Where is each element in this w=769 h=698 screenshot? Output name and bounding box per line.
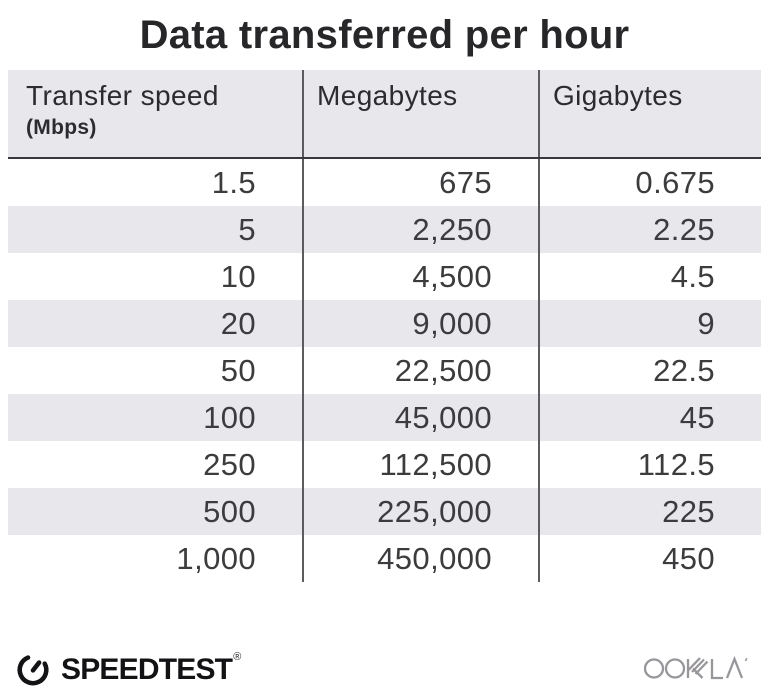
table-row: 50 22,500 22.5 <box>8 347 761 394</box>
cell-speed: 5 <box>238 211 256 247</box>
cell-speed: 100 <box>203 399 256 435</box>
cell-megabytes: 675 <box>302 159 538 206</box>
speedtest-wordmark: SPEEDTEST® <box>61 652 241 686</box>
header-cell-gigabytes: Gigabytes <box>538 70 761 157</box>
cell-gigabytes: 2.25 <box>538 206 761 253</box>
header-label: Transfer speed <box>26 80 219 111</box>
cell-gigabytes: 9 <box>538 300 761 347</box>
cell-gigabytes: 0.675 <box>538 159 761 206</box>
table-row: 5 2,250 2.25 <box>8 206 761 253</box>
header-row: Transfer speed (Mbps) Megabytes Gigabyte… <box>8 70 761 159</box>
cell-gigabytes: 450 <box>538 535 761 582</box>
cell-speed: 20 <box>220 305 256 341</box>
cell-gigabytes: 45 <box>538 394 761 441</box>
header-cell-transfer-speed: Transfer speed (Mbps) <box>8 70 302 157</box>
ookla-logo <box>643 654 756 687</box>
cell-megabytes: 225,000 <box>302 488 538 535</box>
page-title: Data transferred per hour <box>139 13 630 57</box>
cell-megabytes: 22,500 <box>302 347 538 394</box>
cell-speed: 500 <box>203 493 256 529</box>
cell-speed: 10 <box>220 258 256 294</box>
cell-megabytes: 9,000 <box>302 300 538 347</box>
registered-trademark: ® <box>233 651 241 663</box>
table-row: 10 4,500 4.5 <box>8 253 761 300</box>
cell-speed: 250 <box>203 446 256 482</box>
speedtest-wordmark-text: SPEEDTEST <box>61 653 233 686</box>
table-row: 1,000 450,000 450 <box>8 535 761 582</box>
speedometer-icon <box>14 649 52 692</box>
header-cell-megabytes: Megabytes <box>302 70 538 157</box>
cell-gigabytes: 225 <box>538 488 761 535</box>
cell-gigabytes: 4.5 <box>538 253 761 300</box>
cell-megabytes: 2,250 <box>302 206 538 253</box>
speedtest-logo: SPEEDTEST® <box>14 649 241 692</box>
cell-gigabytes: 112.5 <box>538 441 761 488</box>
table-row: 500 225,000 225 <box>8 488 761 535</box>
cell-megabytes: 450,000 <box>302 535 538 582</box>
header-sub-label: (Mbps) <box>26 116 97 139</box>
cell-speed: 1,000 <box>176 540 256 576</box>
table-row: 20 9,000 9 <box>8 300 761 347</box>
table-row: 100 45,000 45 <box>8 394 761 441</box>
footer: SPEEDTEST® <box>14 645 756 695</box>
ookla-wordmark-icon <box>643 654 756 687</box>
table-row: 1.5 675 0.675 <box>8 159 761 206</box>
cell-speed: 50 <box>220 352 256 388</box>
table-row: 250 112,500 112.5 <box>8 441 761 488</box>
cell-speed: 1.5 <box>211 164 256 200</box>
cell-megabytes: 4,500 <box>302 253 538 300</box>
cell-megabytes: 45,000 <box>302 394 538 441</box>
cell-gigabytes: 22.5 <box>538 347 761 394</box>
data-table: Transfer speed (Mbps) Megabytes Gigabyte… <box>8 70 761 582</box>
cell-megabytes: 112,500 <box>302 441 538 488</box>
